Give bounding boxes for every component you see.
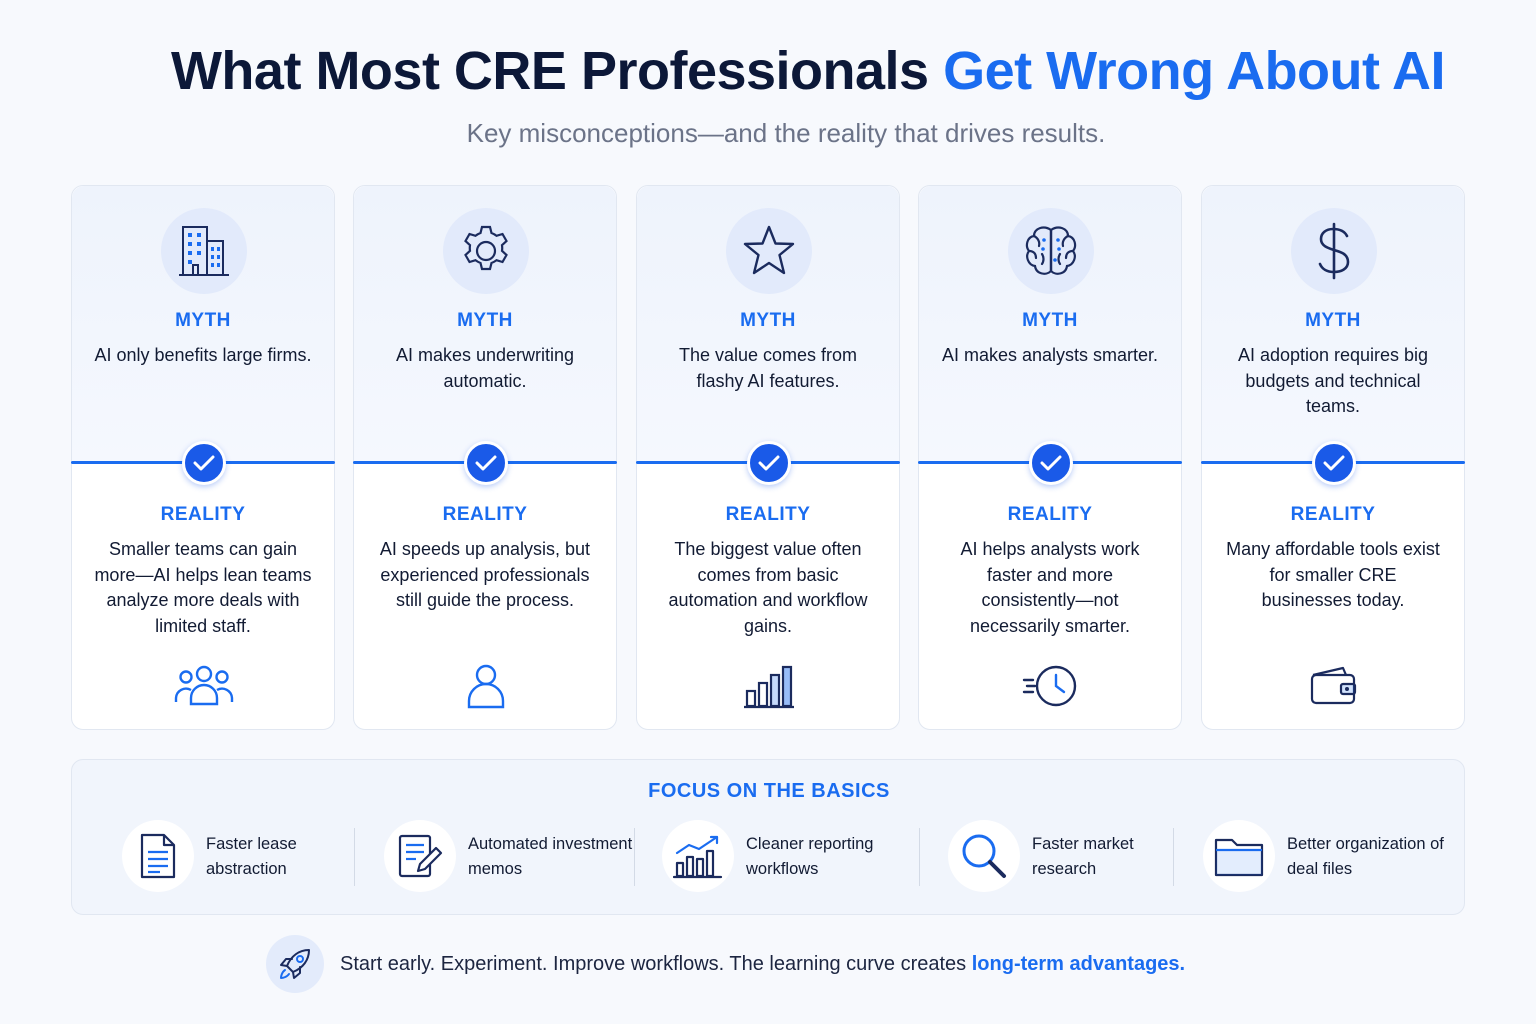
- separator: [354, 828, 355, 886]
- reality-text: AI speeds up analysis, but experienced p…: [379, 539, 591, 611]
- separator: [1173, 828, 1174, 886]
- myth-card-3: MYTH The value comes from flashy AI feat…: [636, 185, 900, 730]
- team-icon: [169, 660, 239, 712]
- focus-basics-panel: FOCUS ON THE BASICS Faster lease abstrac…: [71, 759, 1465, 915]
- growth-chart-icon: [662, 820, 734, 892]
- rocket-icon: [266, 935, 324, 993]
- footer-callout: Start early. Experiment. Improve workflo…: [266, 935, 1185, 993]
- reality-text: The biggest value often comes from basic…: [668, 539, 868, 636]
- myth-card-5: MYTH AI adoption requires big budgets an…: [1201, 185, 1465, 730]
- brain-icon: [1008, 208, 1094, 294]
- myth-text: AI only benefits large firms.: [94, 345, 312, 365]
- reality-label: REALITY: [1007, 504, 1093, 525]
- title-main: What Most CRE Professionals: [170, 41, 944, 101]
- separator: [634, 828, 635, 886]
- myth-label: MYTH: [740, 310, 796, 331]
- check-icon: [1312, 441, 1356, 485]
- reality-text: AI helps analysts work faster and more c…: [960, 539, 1140, 636]
- basics-label: Faster market research: [1032, 835, 1134, 878]
- reality-label: REALITY: [442, 504, 528, 525]
- check-icon: [1029, 441, 1073, 485]
- page-title: What Most CRE Professionals Get Wrong Ab…: [0, 40, 1536, 102]
- bar-chart-icon: [734, 660, 804, 712]
- basics-label: Better organization of deal files: [1287, 835, 1444, 878]
- myth-label: MYTH: [457, 310, 513, 331]
- document-icon: [122, 820, 194, 892]
- folder-icon: [1203, 820, 1275, 892]
- check-icon: [747, 441, 791, 485]
- page-subtitle: Key misconceptions—and the reality that …: [466, 118, 1106, 148]
- basics-title: FOCUS ON THE BASICS: [648, 780, 890, 802]
- wallet-icon: [1299, 660, 1369, 712]
- footer-text: Start early. Experiment. Improve workflo…: [340, 953, 1185, 976]
- check-icon: [182, 441, 226, 485]
- memo-edit-icon: [384, 820, 456, 892]
- dollar-icon: [1291, 208, 1377, 294]
- myth-label: MYTH: [175, 310, 231, 331]
- reality-label: REALITY: [160, 504, 246, 525]
- myth-label: MYTH: [1022, 310, 1078, 331]
- fast-clock-icon: [1016, 660, 1086, 712]
- separator: [919, 828, 920, 886]
- myth-text: AI makes analysts smarter.: [941, 345, 1159, 365]
- myth-text: The value comes from flashy AI features.: [678, 345, 858, 391]
- title-accent: Get Wrong About AI: [943, 41, 1446, 101]
- reality-text: Smaller teams can gain more—AI helps lea…: [94, 539, 312, 636]
- gear-icon: [443, 208, 529, 294]
- basics-label: Automated investment memos: [468, 835, 633, 878]
- check-icon: [464, 441, 508, 485]
- myth-text: AI adoption requires big budgets and tec…: [1237, 345, 1429, 417]
- magnifier-icon: [948, 820, 1020, 892]
- star-icon: [726, 208, 812, 294]
- basics-label: Cleaner reporting workflows: [746, 835, 874, 878]
- myth-card-1: MYTH AI only benefits large firms. REALI…: [71, 185, 335, 730]
- person-icon: [451, 660, 521, 712]
- footer-highlight: long-term advantages.: [971, 952, 1186, 975]
- basics-label: Faster lease abstraction: [206, 835, 297, 878]
- reality-label: REALITY: [725, 504, 811, 525]
- myth-card-2: MYTH AI makes underwriting automatic. RE…: [353, 185, 617, 730]
- myth-card-4: MYTH AI makes analysts smarter. REALITY …: [918, 185, 1182, 730]
- reality-text: Many affordable tools exist for smaller …: [1226, 539, 1440, 611]
- footer-main: Start early. Experiment. Improve workflo…: [340, 952, 972, 975]
- reality-label: REALITY: [1290, 504, 1376, 525]
- myth-reality-cards: MYTH AI only benefits large firms. REALI…: [71, 185, 1465, 730]
- buildings-icon: [161, 208, 247, 294]
- myth-label: MYTH: [1305, 310, 1361, 331]
- myth-text: AI makes underwriting automatic.: [395, 345, 575, 391]
